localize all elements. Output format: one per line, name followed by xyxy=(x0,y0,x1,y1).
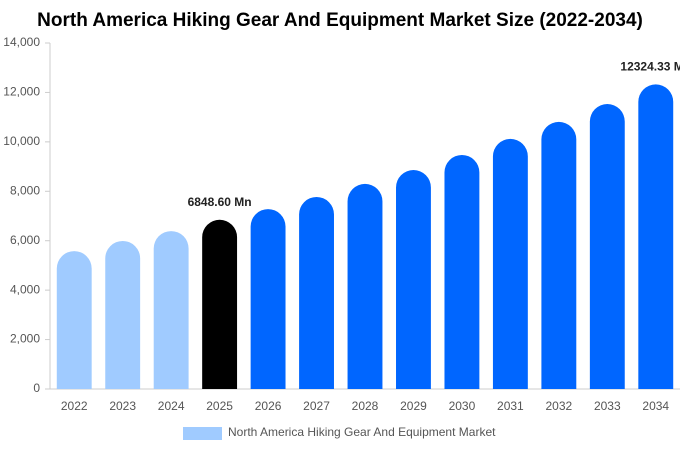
bar xyxy=(347,183,383,389)
x-tick-label: 2033 xyxy=(594,399,621,413)
chart-title: North America Hiking Gear And Equipment … xyxy=(37,10,643,31)
x-tick-label: 2025 xyxy=(206,399,233,413)
bar xyxy=(202,219,238,389)
x-tick-label: 2032 xyxy=(545,399,572,413)
bar xyxy=(638,84,674,390)
y-tick-label: 12,000 xyxy=(3,85,40,99)
x-tick-label: 2027 xyxy=(303,399,330,413)
x-tick-label: 2028 xyxy=(352,399,379,413)
y-tick-label: 0 xyxy=(33,381,40,395)
bar xyxy=(492,138,528,389)
y-tick-label: 10,000 xyxy=(3,134,40,148)
legend-label: North America Hiking Gear And Equipment … xyxy=(228,425,496,439)
value-label: 6848.60 Mn xyxy=(188,195,252,209)
y-tick-label: 6,000 xyxy=(10,233,40,247)
bar xyxy=(589,104,625,390)
x-tick-label: 2022 xyxy=(61,399,88,413)
y-tick-label: 4,000 xyxy=(10,282,40,296)
bar xyxy=(153,231,189,389)
bar xyxy=(250,209,286,389)
legend-swatch xyxy=(183,427,222,440)
bar xyxy=(299,196,334,389)
bar xyxy=(396,170,431,389)
x-tick-label: 2029 xyxy=(400,399,427,413)
y-tick-label: 8,000 xyxy=(10,183,40,197)
x-tick-label: 2024 xyxy=(158,399,185,413)
y-tick-label: 14,000 xyxy=(3,35,40,49)
bar xyxy=(541,121,577,389)
x-tick-label: 2034 xyxy=(642,399,669,413)
x-tick-label: 2026 xyxy=(255,399,282,413)
x-tick-label: 2023 xyxy=(109,399,136,413)
x-tick-label: 2030 xyxy=(449,399,476,413)
value-label: 12324.33 Mn xyxy=(620,60,680,74)
bar xyxy=(56,251,92,389)
x-tick-label: 2031 xyxy=(497,399,524,413)
y-tick-label: 2,000 xyxy=(10,332,40,346)
bar xyxy=(105,240,141,389)
bar xyxy=(444,154,480,389)
